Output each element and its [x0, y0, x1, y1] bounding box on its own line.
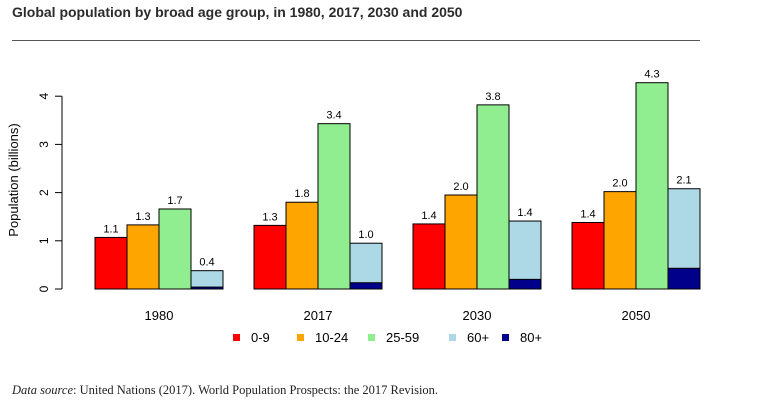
- data-label: 1.0: [358, 229, 373, 241]
- legend-label-25-59: 25-59: [386, 330, 419, 345]
- data-source-note: Data source: United Nations (2017). Worl…: [12, 383, 438, 398]
- data-label: 0.4: [199, 257, 214, 269]
- bar-10-24-1980: [126, 224, 160, 290]
- data-label: 2.1: [676, 175, 691, 187]
- x-axis-labels: 1980 2017 2030 2050: [145, 308, 651, 323]
- data-source-label: Data source: [12, 383, 73, 397]
- y-tick-label: 1: [37, 237, 51, 244]
- chart-title: Global population by broad age group, in…: [12, 4, 463, 20]
- bar-25-59-2050: [635, 82, 669, 290]
- data-label: 1.4: [517, 207, 532, 219]
- x-category-label: 1980: [145, 308, 174, 323]
- data-label: 1.4: [580, 208, 595, 220]
- legend: 0-9 10-24 25-59 60+ 80+: [233, 330, 542, 345]
- bar-60+-2030: [508, 220, 542, 290]
- data-label: 1.3: [262, 211, 277, 223]
- legend-swatch-10-24: [297, 334, 304, 341]
- data-label: 1.4: [421, 210, 436, 222]
- data-label: 1.1: [103, 223, 118, 235]
- title-divider: [12, 40, 700, 41]
- bar-80+-2017: [349, 282, 383, 290]
- bar-25-59-2017: [317, 123, 351, 290]
- bar-80+-2050: [667, 267, 701, 290]
- bar-60+-1980: [190, 270, 224, 290]
- data-label: 3.8: [485, 91, 500, 103]
- legend-swatch-60+: [449, 334, 456, 341]
- legend-swatch-25-59: [368, 334, 375, 341]
- x-category-label: 2050: [622, 308, 651, 323]
- bars: [94, 82, 701, 290]
- x-category-label: 2030: [463, 308, 492, 323]
- legend-swatch-80+: [502, 334, 509, 341]
- legend-label-10-24: 10-24: [315, 330, 348, 345]
- y-tick-label: 0: [37, 285, 51, 292]
- y-axis-label: Population (billions): [6, 123, 21, 236]
- data-label: 1.3: [135, 211, 150, 223]
- y-axis: 0 1 2 3 4: [37, 93, 63, 292]
- data-label: 4.3: [644, 69, 659, 81]
- bar-0-9-2017: [253, 224, 287, 290]
- data-label: 1.8: [294, 188, 309, 200]
- data-label: 1.7: [167, 195, 182, 207]
- bar-25-59-2030: [476, 104, 510, 290]
- bar-10-24-2030: [444, 194, 478, 290]
- data-label: 2.0: [612, 178, 627, 190]
- bar-80+-2030: [508, 278, 542, 290]
- bar-0-9-2050: [571, 221, 605, 290]
- bar-10-24-2050: [603, 191, 637, 290]
- data-label: 2.0: [453, 181, 468, 193]
- bar-0-9-2030: [412, 223, 446, 290]
- legend-swatch-0-9: [233, 334, 240, 341]
- data-label: 3.4: [326, 110, 341, 122]
- data-source-text: : United Nations (2017). World Populatio…: [73, 383, 439, 397]
- x-category-label: 2017: [304, 308, 333, 323]
- bar-0-9-1980: [94, 236, 128, 290]
- y-tick-label: 3: [37, 141, 51, 148]
- bar-25-59-1980: [158, 208, 192, 290]
- bar-80+-1980: [190, 286, 224, 290]
- legend-label-60+: 60+: [467, 330, 489, 345]
- legend-label-0-9: 0-9: [251, 330, 270, 345]
- bar-10-24-2017: [285, 201, 319, 290]
- legend-label-80+: 80+: [520, 330, 542, 345]
- data-labels: 1.1 1.3 1.7 0.4 1.3 1.8 3.4 1.0 1.4 2.0 3.8 1.4 1.4 2…: [103, 69, 691, 269]
- y-tick-label: 2: [37, 189, 51, 196]
- bar-60+-2017: [349, 242, 383, 290]
- y-tick-label: 4: [37, 93, 51, 100]
